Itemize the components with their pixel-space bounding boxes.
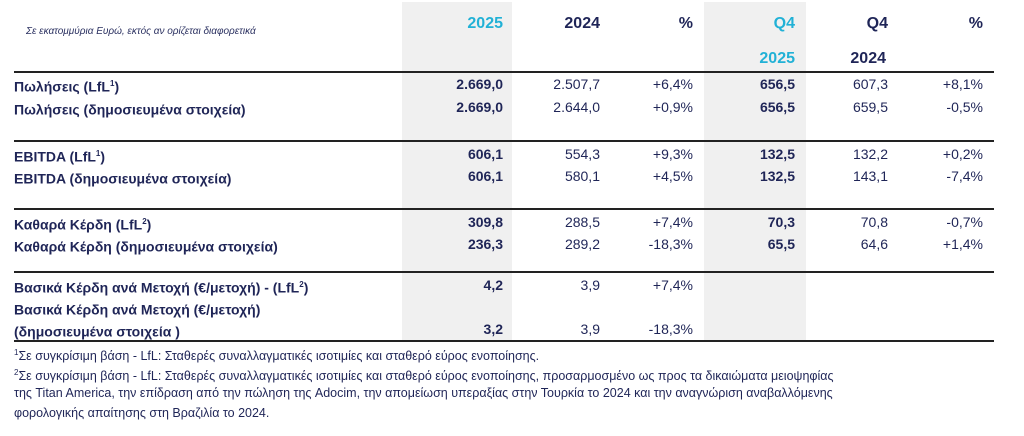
header-q4-2024: Q4 xyxy=(866,15,888,32)
cell-fy2024: 289,2 xyxy=(564,236,600,252)
header-q4-2025-year: 2025 xyxy=(759,50,795,67)
cell-fy2025: 309,8 xyxy=(467,214,503,230)
cell-q4-2024: 659,5 xyxy=(852,99,888,115)
cell-fy2024: 3,9 xyxy=(580,277,600,293)
cell-q-pct: +8,1% xyxy=(942,76,983,92)
cell-fy-pct: +6,4% xyxy=(652,76,693,92)
row-label: (δημοσιευμένα στοιχεία ) xyxy=(14,323,180,340)
cell-q-pct: +0,2% xyxy=(942,146,983,162)
row-label: EBITDA (LfL1) xyxy=(14,148,106,165)
cell-q-pct: +1,4% xyxy=(942,236,983,252)
cell-fy-pct: +7,4% xyxy=(652,214,693,230)
row-label: Καθαρά Κέρδη (δημοσιευμένα στοιχεία) xyxy=(14,238,278,255)
cell-fy-pct: -18,3% xyxy=(648,236,693,252)
cell-fy2025: 236,3 xyxy=(467,236,503,252)
header-fy2025: 2025 xyxy=(467,15,503,32)
cell-fy2024: 554,3 xyxy=(564,146,600,162)
cell-q-pct: -0,7% xyxy=(946,214,983,230)
cell-fy2024: 2.644,0 xyxy=(553,99,600,115)
cell-fy-pct: +9,3% xyxy=(652,146,693,162)
fy2025-column-shade xyxy=(402,2,512,340)
header-fy2024: 2024 xyxy=(564,15,600,32)
divider xyxy=(14,208,994,210)
cell-q4-2025: 656,5 xyxy=(759,76,795,92)
cell-fy-pct: -18,3% xyxy=(648,321,693,337)
row-label: Καθαρά Κέρδη (LfL2) xyxy=(14,216,152,233)
cell-fy2024: 580,1 xyxy=(564,168,600,184)
cell-q4-2025: 65,5 xyxy=(767,236,795,252)
cell-fy2025: 4,2 xyxy=(483,277,503,293)
cell-q-pct: -0,5% xyxy=(946,99,983,115)
divider xyxy=(14,140,994,142)
cell-fy2024: 288,5 xyxy=(564,214,600,230)
divider xyxy=(14,71,994,73)
divider xyxy=(14,340,994,342)
row-label: Βασικά Κέρδη ανά Μετοχή (€/μετοχή) xyxy=(14,301,261,318)
cell-fy2025: 606,1 xyxy=(467,168,503,184)
cell-fy2025: 606,1 xyxy=(467,146,503,162)
footnote-2: 2Σε συγκρίσιμη βάση - LfL: Σταθερές συνα… xyxy=(14,368,834,384)
footnote-2-line-3: φορολογικής απαίτησης στη Βραζιλία το 20… xyxy=(14,406,270,420)
cell-fy-pct: +7,4% xyxy=(652,277,693,293)
cell-fy2025: 2.669,0 xyxy=(456,99,503,115)
row-label: Πωλήσεις (LfL1) xyxy=(14,78,120,95)
divider xyxy=(14,271,994,273)
header-fy-pct: % xyxy=(678,15,693,32)
row-label: Βασικά Κέρδη ανά Μετοχή (€/μετοχή) - (Lf… xyxy=(14,279,309,296)
cell-q4-2024: 64,6 xyxy=(860,236,888,252)
units-caption: Σε εκατομμύρια Ευρώ, εκτός αν ορίζεται δ… xyxy=(26,26,256,37)
cell-q4-2024: 143,1 xyxy=(852,168,888,184)
cell-q4-2025: 132,5 xyxy=(759,168,795,184)
cell-fy2025: 3,2 xyxy=(483,321,503,337)
q4-2025-column-shade xyxy=(704,2,806,340)
cell-q4-2025: 132,5 xyxy=(759,146,795,162)
cell-fy-pct: +0,9% xyxy=(652,99,693,115)
cell-q4-2024: 132,2 xyxy=(852,146,888,162)
cell-q4-2024: 607,3 xyxy=(852,76,888,92)
cell-q4-2025: 656,5 xyxy=(759,99,795,115)
row-label: EBITDA (δημοσιευμένα στοιχεία) xyxy=(14,170,232,187)
cell-fy-pct: +4,5% xyxy=(652,168,693,184)
footnote-1: 1Σε συγκρίσιμη βάση - LfL: Σταθερές συνα… xyxy=(14,348,540,364)
header-q-pct: % xyxy=(968,15,983,32)
cell-q4-2025: 70,3 xyxy=(767,214,795,230)
header-q4-2024-year: 2024 xyxy=(850,50,886,67)
footnote-2-line-2: της Titan America, την επίδραση από την … xyxy=(14,386,833,400)
cell-q-pct: -7,4% xyxy=(946,168,983,184)
cell-fy2024: 2.507,7 xyxy=(553,76,600,92)
row-label: Πωλήσεις (δημοσιευμένα στοιχεία) xyxy=(14,101,246,118)
header-q4-2025: Q4 xyxy=(773,15,795,32)
cell-fy2025: 2.669,0 xyxy=(456,76,503,92)
cell-q4-2024: 70,8 xyxy=(860,214,888,230)
cell-fy2024: 3,9 xyxy=(580,321,600,337)
